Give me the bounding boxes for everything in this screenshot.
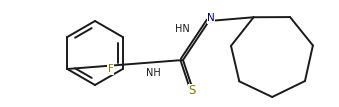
Text: S: S — [188, 85, 196, 97]
Text: HN: HN — [175, 24, 190, 34]
Text: N: N — [207, 13, 215, 23]
Text: F: F — [108, 64, 114, 74]
Text: NH: NH — [146, 68, 160, 78]
